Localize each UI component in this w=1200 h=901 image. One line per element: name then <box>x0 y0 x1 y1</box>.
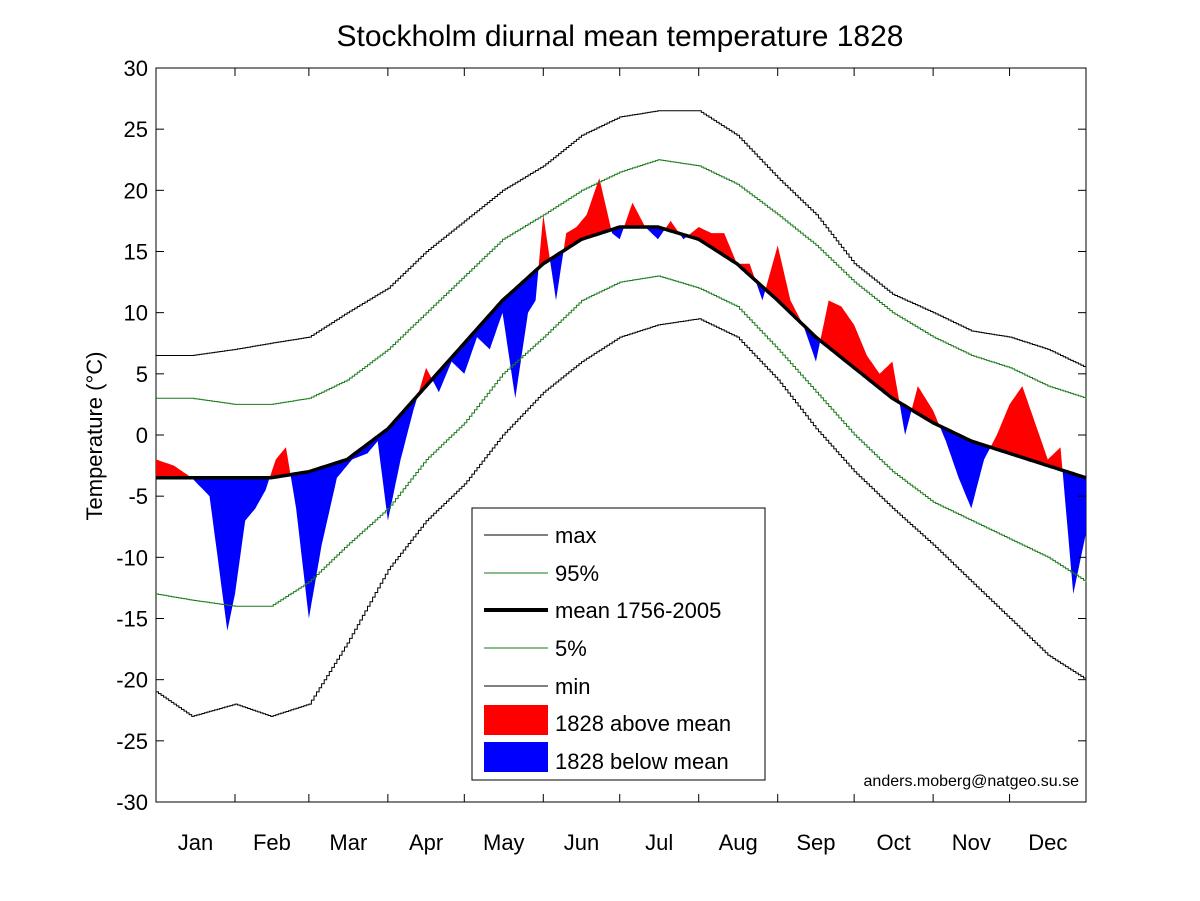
x-tick-label: Mar <box>329 830 367 855</box>
x-tick-label: Aug <box>719 830 758 855</box>
legend-label-mean: mean 1756-2005 <box>555 598 721 623</box>
legend-box <box>471 507 766 781</box>
anomaly-above-fill <box>911 386 940 426</box>
y-tick-label: 10 <box>124 301 148 326</box>
anomaly-below-fill <box>549 250 564 301</box>
x-tick-label: Sep <box>796 830 835 855</box>
anomaly-below-fill <box>191 477 270 631</box>
legend-swatch-above <box>484 705 548 735</box>
x-tick-label: Oct <box>877 830 911 855</box>
x-tick-label: Jun <box>564 830 599 855</box>
legend-label-5: 5% <box>555 636 587 661</box>
anomaly-above-fill <box>624 202 646 227</box>
anomaly-above-fill <box>765 245 804 325</box>
anomaly-above-fill <box>665 220 680 234</box>
y-tick-label: -15 <box>116 607 148 632</box>
x-tick-label: Jul <box>645 830 673 855</box>
legend-label-max: max <box>555 523 597 548</box>
axes: 30 25 20 15 10 5 0 -5 -10 -15 -20 -25 -30 Jan Feb Mar Ap… <box>116 56 1086 855</box>
anomaly-above-fill <box>820 300 900 403</box>
anomaly-below-fill <box>432 268 539 399</box>
anomaly-above-fill <box>156 459 192 478</box>
anomaly-below-fill <box>939 425 991 509</box>
legend-label-min: min <box>555 674 590 699</box>
p95-line <box>156 159 1087 405</box>
legend-swatch-below <box>484 742 548 772</box>
max-line <box>156 110 1087 368</box>
y-axis-label: Temperature (°C) <box>82 352 107 521</box>
y-tick-label: 5 <box>136 362 148 387</box>
y-tick-label: 25 <box>124 117 148 142</box>
p5-line <box>156 275 1087 607</box>
y-tick-label: -5 <box>128 484 148 509</box>
anomaly-above-fill <box>417 367 433 396</box>
x-tick-label: Jan <box>178 830 213 855</box>
anomaly-above-fill <box>269 447 291 478</box>
legend-label-95: 95% <box>555 561 599 586</box>
y-tick-label: 0 <box>136 423 148 448</box>
y-tick-label: 15 <box>124 240 148 265</box>
author-credit: anders.moberg@natgeo.su.se <box>864 773 1080 790</box>
anomaly-below-fill <box>803 324 821 362</box>
anomaly-below-fill <box>645 227 665 240</box>
mean-line <box>156 225 1087 480</box>
anomaly-below-fill <box>899 402 912 435</box>
y-tick-label: 30 <box>124 56 148 81</box>
legend: max 95% mean 1756-2005 5% min 1828 above… <box>471 507 766 781</box>
y-tick-label: -20 <box>116 668 148 693</box>
anomaly-above-fill <box>990 386 1063 471</box>
anomaly-below-fill <box>290 395 418 619</box>
x-tick-label: May <box>483 830 525 855</box>
x-tick-label: Nov <box>952 830 991 855</box>
anomaly-above-fill <box>538 214 550 268</box>
anomaly-below-fill <box>755 280 766 301</box>
y-tick-label: -10 <box>116 545 148 570</box>
anomaly-below-fill <box>1062 470 1086 594</box>
legend-label-above: 1828 above mean <box>555 711 731 736</box>
x-tick-label: Feb <box>253 830 291 855</box>
chart-title: Stockholm diurnal mean temperature 1828 <box>337 20 904 53</box>
series-lines <box>156 110 1087 717</box>
y-tick-label: -25 <box>116 729 148 754</box>
legend-label-below: 1828 below mean <box>555 749 729 774</box>
y-tick-label: -30 <box>116 790 148 815</box>
x-tick-label: Apr <box>409 830 443 855</box>
min-line <box>156 318 1087 717</box>
y-tick-label: 20 <box>124 178 148 203</box>
x-tick-label: Dec <box>1028 830 1067 855</box>
